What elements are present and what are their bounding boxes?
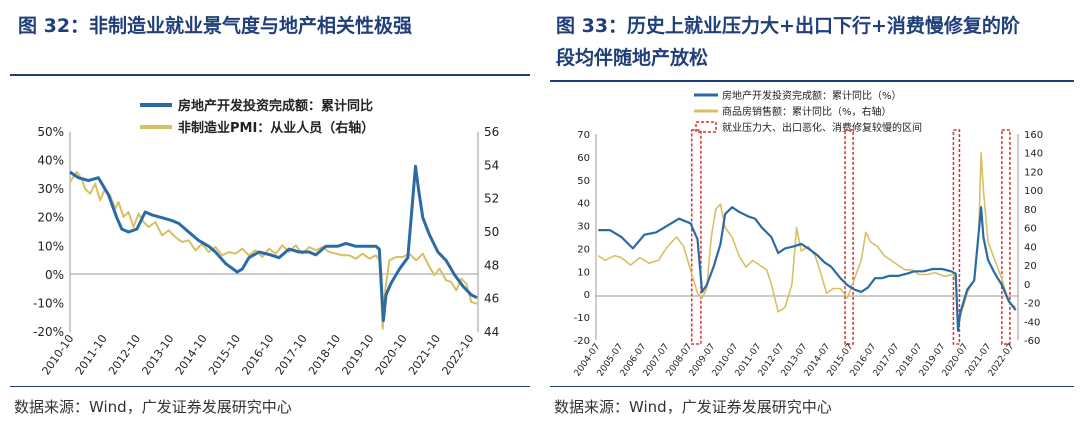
left-x-tick-label: 2015-10 bbox=[206, 332, 243, 377]
right-source-rule bbox=[550, 386, 1074, 387]
left-y-right-tick-label: 56 bbox=[484, 125, 499, 139]
left-x-tick-label: 2011-10 bbox=[73, 332, 110, 377]
left-y-left-ticks: 50% 40% 30% 20% 10% 0% -10% -20% bbox=[33, 125, 64, 339]
right-figure-title-line2: 段均伴随地产放松 bbox=[556, 47, 709, 69]
right-y-right-tick-label: 0 bbox=[1024, 280, 1030, 291]
left-y-right-tick-label: 52 bbox=[484, 192, 499, 206]
left-y-left-tick-label: 40% bbox=[37, 154, 64, 168]
right-figure-panel: 图 33：历史上就业压力大+出口下行+消费慢修复的阶 段均伴随地产放松 房地产开… bbox=[544, 0, 1080, 426]
right-chart: 房地产开发投资完成额：累计同比（%） 商品房销售额：累计同比（%，右轴） 就业压… bbox=[573, 89, 1043, 379]
left-figure-panel: 图 32：非制造业就业景气度与地产相关性极强 房地产开发投资完成额：累计同比 非… bbox=[0, 0, 536, 426]
left-y-left-tick-label: 0% bbox=[45, 268, 64, 282]
left-legend-label-investment: 房地产开发投资完成额：累计同比 bbox=[178, 98, 373, 114]
left-title-rule bbox=[10, 74, 530, 76]
right-y-left-tick-label: 50 bbox=[577, 176, 590, 187]
right-series-line-left-axis bbox=[598, 206, 1017, 332]
right-y-right-tick-label: 140 bbox=[1024, 149, 1043, 160]
right-shaded-interval-box bbox=[844, 129, 854, 345]
right-source-note: 数据来源：Wind，广发证券发展研究中心 bbox=[554, 398, 832, 416]
left-y-left-tick-label: 50% bbox=[37, 125, 64, 139]
right-y-right-tick-label: 40 bbox=[1024, 242, 1037, 253]
left-x-tick-label: 2010-10 bbox=[39, 332, 76, 377]
left-y-right-tick-label: 50 bbox=[484, 225, 499, 239]
right-y-right-tick-label: 60 bbox=[1024, 224, 1037, 235]
left-source-note: 数据来源：Wind，广发证券发展研究中心 bbox=[14, 398, 292, 416]
left-chart: 房地产开发投资完成额：累计同比 非制造业PMI：从业人员（右轴） 50% 40% 3… bbox=[33, 98, 499, 377]
right-y-left-tick-label: 10 bbox=[577, 267, 590, 278]
right-y-left-tick-label: 60 bbox=[577, 153, 590, 164]
right-y-right-tick-label: -20 bbox=[1024, 299, 1040, 310]
right-legend-label-investment: 房地产开发投资完成额：累计同比（%） bbox=[722, 89, 902, 102]
right-y-right-ticks: 160 140 120 100 80 60 40 20 0 -20 -40 -60 bbox=[1024, 130, 1043, 347]
right-y-left-ticks: 70 60 50 40 30 20 10 0 -10 -20 bbox=[574, 130, 590, 347]
right-y-right-tick-label: 120 bbox=[1024, 167, 1043, 178]
left-x-tick-label: 2017-10 bbox=[273, 332, 310, 377]
right-title-rule bbox=[550, 80, 1074, 82]
left-figure-title: 图 32：非制造业就业景气度与地产相关性极强 bbox=[18, 15, 413, 37]
left-y-right-tick-label: 44 bbox=[484, 325, 499, 339]
right-shaded-intervals bbox=[690, 129, 1011, 345]
left-x-tick-label: 2013-10 bbox=[139, 332, 176, 377]
right-y-right-tick-label: 80 bbox=[1024, 205, 1037, 216]
right-legend-label-interval: 就业压力大、出口恶化、消费修复较慢的区间 bbox=[722, 121, 922, 134]
right-y-left-tick-label: 40 bbox=[577, 199, 590, 210]
left-series-lines bbox=[69, 164, 478, 330]
right-y-right-tick-label: 160 bbox=[1024, 130, 1043, 141]
right-legend-swatch-interval bbox=[695, 121, 717, 133]
right-shaded-interval-box bbox=[952, 129, 961, 345]
left-x-ticks: 2010-102011-102012-102013-102014-102015-… bbox=[39, 332, 476, 377]
right-y-right-tick-label: -60 bbox=[1024, 336, 1040, 347]
right-shaded-interval-box bbox=[1001, 129, 1011, 345]
right-y-right-tick-label: 20 bbox=[1024, 261, 1037, 272]
right-y-left-tick-label: 30 bbox=[577, 222, 590, 233]
left-x-tick-label: 2012-10 bbox=[106, 332, 143, 377]
right-legend-label-sales: 商品房销售额：累计同比（%，右轴） bbox=[722, 105, 892, 118]
left-series-line-left-axis bbox=[69, 164, 478, 323]
left-series-line-right-axis bbox=[69, 171, 478, 330]
left-y-right-tick-label: 54 bbox=[484, 158, 499, 172]
left-y-left-tick-label: -20% bbox=[33, 325, 64, 339]
right-y-left-tick-label: 70 bbox=[577, 130, 590, 141]
left-y-left-tick-label: 30% bbox=[37, 182, 64, 196]
left-x-tick-label: 2019-10 bbox=[339, 332, 376, 377]
right-figure-title-line1: 图 33：历史上就业压力大+出口下行+消费慢修复的阶 bbox=[556, 15, 1020, 37]
left-x-tick-label: 2021-10 bbox=[406, 332, 443, 377]
left-x-tick-label: 2014-10 bbox=[173, 332, 210, 377]
left-y-right-ticks: 56 54 52 50 48 46 44 bbox=[484, 125, 499, 339]
right-shaded-interval-box bbox=[690, 129, 702, 345]
left-y-left-tick-label: 20% bbox=[37, 211, 64, 225]
right-series-lines bbox=[597, 151, 1017, 332]
left-y-right-tick-label: 48 bbox=[484, 258, 499, 272]
right-y-left-tick-label: 0 bbox=[584, 290, 590, 301]
left-legend-label-pmi: 非制造业PMI：从业人员（右轴） bbox=[178, 120, 374, 136]
left-source-rule bbox=[10, 386, 530, 387]
left-x-tick-label: 2022-10 bbox=[439, 332, 476, 377]
right-y-right-tick-label: 100 bbox=[1024, 186, 1043, 197]
right-y-right-tick-label: -40 bbox=[1024, 317, 1040, 328]
left-y-left-tick-label: -10% bbox=[33, 296, 64, 310]
right-y-left-tick-label: -20 bbox=[574, 336, 590, 347]
right-y-left-tick-label: -10 bbox=[574, 313, 590, 324]
left-x-tick-label: 2016-10 bbox=[239, 332, 276, 377]
left-x-tick-label: 2018-10 bbox=[306, 332, 343, 377]
right-y-left-tick-label: 20 bbox=[577, 244, 590, 255]
left-y-left-tick-label: 10% bbox=[37, 239, 64, 253]
left-x-tick-label: 2020-10 bbox=[373, 332, 410, 377]
left-y-right-tick-label: 46 bbox=[484, 292, 499, 306]
right-x-ticks: 2004-072005-072006-072007-072008-072009-… bbox=[573, 342, 1017, 379]
